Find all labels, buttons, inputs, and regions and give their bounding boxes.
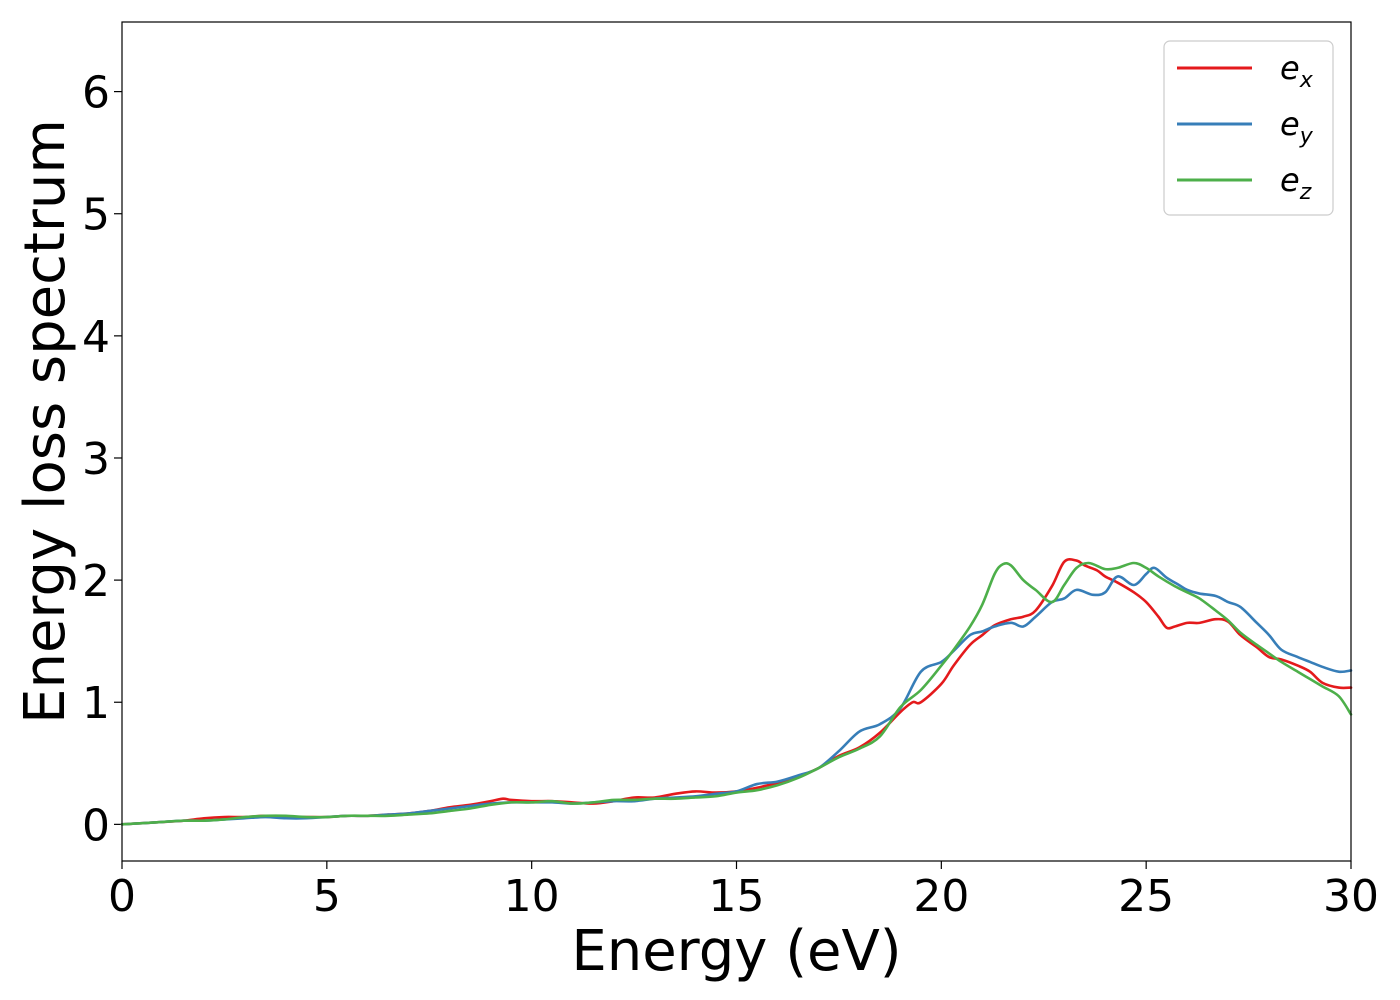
x-tick-label: 15: [709, 871, 765, 922]
series-line-z: [120, 561, 1353, 826]
x-tick-label: 20: [913, 871, 969, 922]
legend-label-y: ey: [1280, 105, 1314, 149]
y-tick-label: 1: [82, 678, 110, 729]
x-tick-label: 5: [313, 871, 341, 922]
y-tick-label: 2: [82, 556, 110, 607]
x-axis-ticks: 0 5 10 15 20 25 30: [108, 861, 1379, 922]
x-axis-title: Energy (eV): [571, 919, 901, 984]
legend: ex ey ez: [1163, 40, 1334, 216]
legend-label-x: ex: [1280, 49, 1314, 93]
y-tick-label: 4: [82, 312, 110, 363]
y-tick-label: 0: [82, 800, 110, 851]
legend-label-z: ez: [1280, 161, 1312, 205]
x-tick-label: 0: [108, 871, 136, 922]
y-tick-label: 3: [82, 434, 110, 485]
legend-box: [1163, 40, 1334, 216]
y-tick-label: 6: [82, 68, 110, 119]
plot-frame: [121, 21, 1352, 862]
y-axis-ticks: 0 1 2 3 4 5 6: [82, 68, 122, 851]
x-tick-label: 25: [1118, 871, 1174, 922]
x-tick-label: 30: [1323, 871, 1379, 922]
y-axis-title: Energy loss spectrum: [13, 119, 78, 724]
series-lines: [120, 558, 1353, 826]
x-tick-label: 10: [504, 871, 560, 922]
y-tick-label: 5: [82, 190, 110, 241]
